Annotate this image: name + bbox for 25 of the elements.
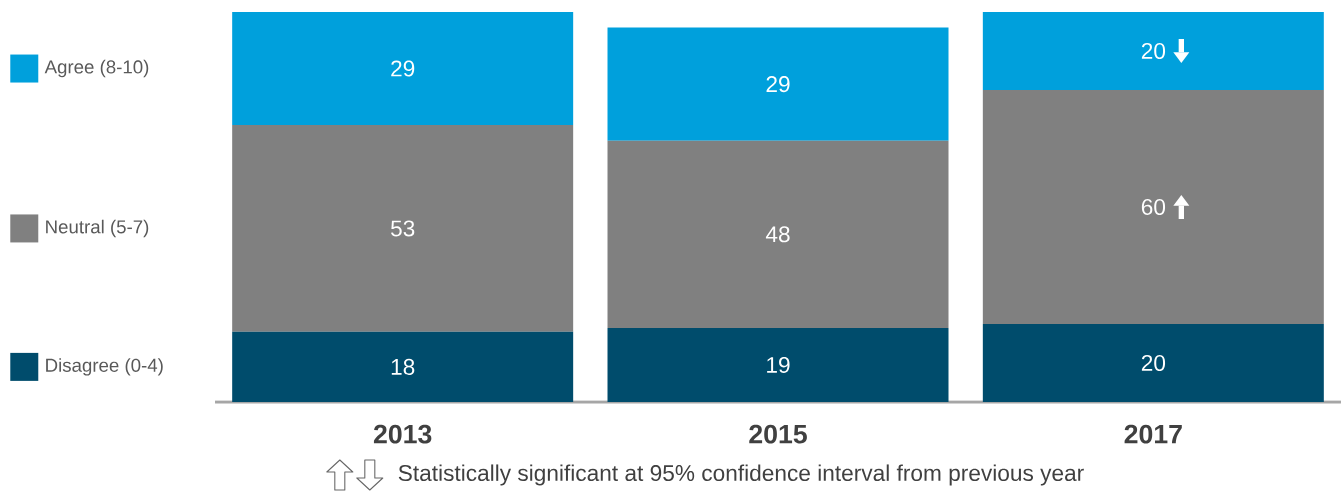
data-label: 19 — [767, 356, 790, 373]
legend-label: Neutral (5-7) — [46, 219, 149, 238]
data-label: 53 — [390, 220, 415, 237]
data-label: 29 — [391, 60, 415, 77]
bar — [607, 140, 949, 328]
text: Statistically significant at 95% confidence interval from previous year — [398, 464, 1084, 486]
bar — [232, 11, 574, 126]
bar — [607, 327, 949, 402]
data-label: 48 — [765, 226, 790, 243]
legend-label: Disagree (0-4) — [46, 358, 163, 376]
bar — [982, 323, 1324, 402]
x-tick-label: 2013 — [373, 424, 432, 444]
bar — [982, 90, 1324, 324]
data-label: 20 — [1141, 354, 1166, 372]
legend-label: Agree (8-10) — [44, 59, 149, 78]
x-tick-label: 2015 — [749, 424, 807, 444]
bar — [607, 27, 949, 141]
data-label: 20 — [1141, 42, 1166, 60]
bar — [232, 331, 574, 402]
data-label: 29 — [766, 76, 790, 93]
data-label: 18 — [391, 358, 415, 375]
bar — [982, 11, 1324, 90]
bar — [232, 125, 574, 332]
data-label: 60 — [1141, 198, 1166, 216]
x-tick-label: 2017 — [1124, 424, 1182, 444]
